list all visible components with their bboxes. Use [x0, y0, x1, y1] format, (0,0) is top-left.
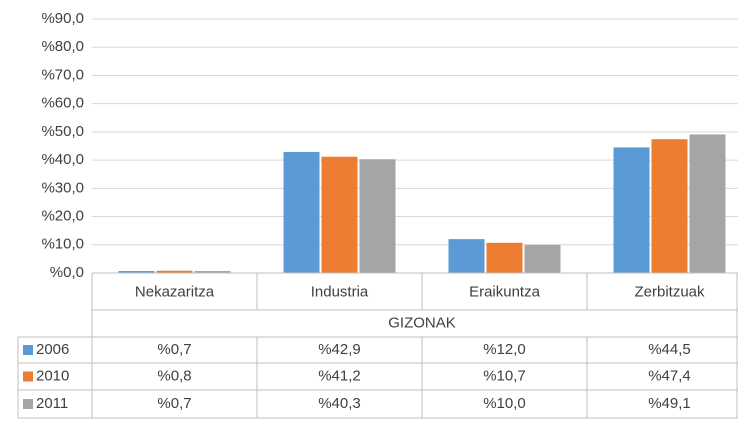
y-tick-label: %70,0 [41, 66, 84, 83]
table-cell: %12,0 [483, 341, 526, 358]
bar [448, 239, 485, 273]
group-label: GIZONAK [388, 314, 456, 331]
x-tick-label: Eraikuntza [469, 283, 541, 300]
y-tick-label: %50,0 [41, 123, 84, 140]
legend-label: 2010 [36, 367, 69, 384]
bar [156, 270, 193, 273]
table-cell: %47,4 [648, 367, 691, 384]
bar [118, 271, 155, 273]
bar [359, 159, 396, 273]
legend-swatch [23, 371, 33, 382]
y-tick-label: %60,0 [41, 95, 84, 112]
bar [486, 242, 523, 273]
y-tick-label: %90,0 [41, 10, 84, 27]
legend-label: 2006 [36, 341, 69, 358]
y-tick-label: %0,0 [50, 264, 84, 281]
y-tick-label: %40,0 [41, 151, 84, 168]
y-tick-label: %30,0 [41, 179, 84, 196]
bar [194, 271, 231, 273]
bar [613, 147, 650, 273]
y-tick-label: %20,0 [41, 208, 84, 225]
table-cell: %41,2 [318, 367, 361, 384]
legend-swatch [23, 345, 33, 355]
table-cell: %0,7 [157, 395, 191, 412]
table-cell: %40,3 [318, 395, 361, 412]
table-cell: %44,5 [648, 341, 691, 358]
x-tick-label: Zerbitzuak [634, 283, 705, 300]
x-tick-label: Industria [311, 283, 369, 300]
bar [651, 139, 688, 273]
legend-swatch [23, 399, 33, 409]
bar [321, 156, 358, 273]
table-cell: %42,9 [318, 341, 361, 358]
table-cell: %10,7 [483, 367, 526, 384]
table-cell: %0,7 [157, 341, 191, 358]
table-cell: %10,0 [483, 395, 526, 412]
bar [283, 151, 320, 273]
bar [524, 244, 561, 273]
legend-label: 2011 [36, 395, 68, 412]
y-tick-label: %80,0 [41, 38, 84, 55]
table-cell: %0,8 [157, 367, 191, 384]
x-tick-label: Nekazaritza [135, 283, 215, 300]
bar [689, 134, 726, 273]
table-cell: %49,1 [648, 395, 691, 412]
y-tick-label: %10,0 [41, 236, 84, 253]
